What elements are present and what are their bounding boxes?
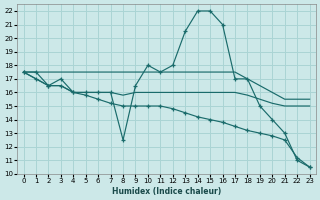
X-axis label: Humidex (Indice chaleur): Humidex (Indice chaleur)	[112, 187, 221, 196]
